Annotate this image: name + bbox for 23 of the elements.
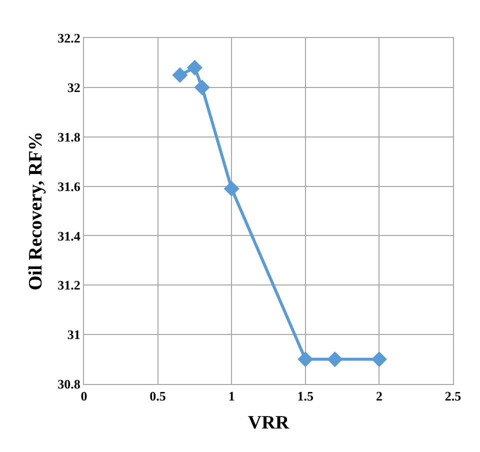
point: [194, 80, 210, 96]
y-tick-label: 31.4: [58, 228, 81, 244]
point: [186, 60, 202, 76]
y-tick-label: 31.6: [58, 178, 81, 194]
y-axis-title: Oil Recovery, RF%: [26, 132, 46, 290]
y-tick-label: 31.8: [58, 129, 81, 144]
point: [327, 351, 343, 368]
x-tick-label: 0.5: [150, 388, 166, 404]
point: [172, 67, 188, 83]
point: [298, 351, 314, 368]
y-tick-label: 31.2: [58, 278, 80, 293]
y-tick-label: 31: [67, 327, 80, 342]
x-tick-label: 1: [228, 388, 235, 404]
x-tick-label: 2.5: [444, 388, 462, 404]
x-tick-label: 0: [80, 388, 88, 404]
point: [224, 180, 240, 197]
y-tick-label: 32.2: [58, 30, 80, 46]
point: [371, 351, 387, 368]
x-tick-label: 1.5: [297, 388, 314, 404]
y-tick-label: 32: [67, 80, 80, 95]
x-tick-label: 2: [376, 388, 382, 404]
y-tick-label: 30.8: [58, 376, 81, 392]
x-axis-title: VRR: [248, 412, 290, 434]
